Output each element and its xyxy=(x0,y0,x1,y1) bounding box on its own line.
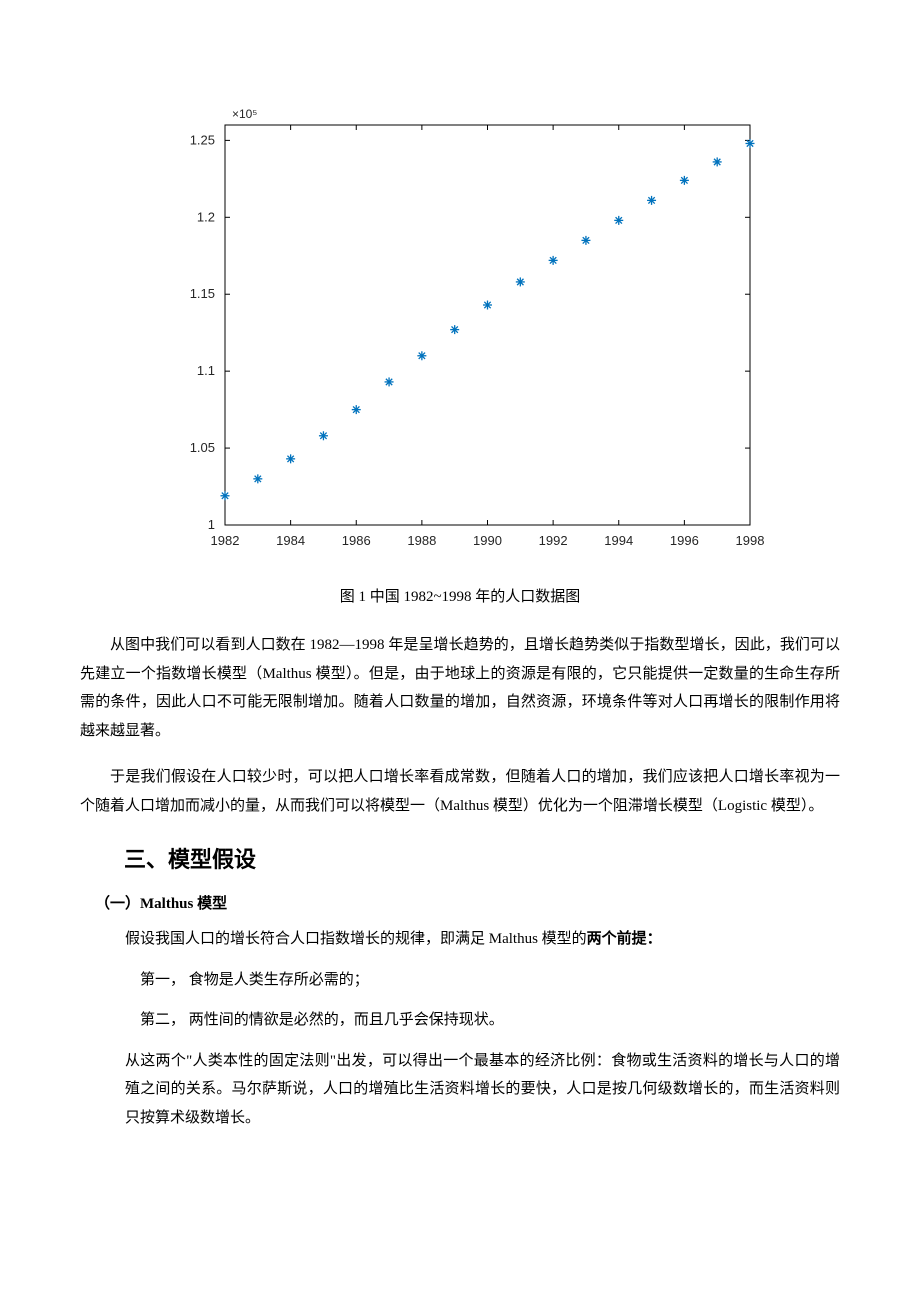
paragraph-3: 从这两个"人类本性的固定法则"出发，可以得出一个最基本的经济比例：食物或生活资料… xyxy=(80,1047,840,1133)
svg-text:1.2: 1.2 xyxy=(197,209,215,224)
svg-text:1988: 1988 xyxy=(407,533,436,548)
svg-text:1982: 1982 xyxy=(211,533,240,548)
svg-text:1: 1 xyxy=(208,517,215,532)
list-item-2: 第二， 两性间的情欲是必然的，而且几乎会保持现状。 xyxy=(80,1006,840,1035)
svg-text:1.25: 1.25 xyxy=(190,132,215,147)
exponent-label: ×10⁵ xyxy=(232,107,257,121)
svg-text:1.1: 1.1 xyxy=(197,363,215,378)
chart-plot-area xyxy=(225,125,750,525)
svg-text:1996: 1996 xyxy=(670,533,699,548)
paragraph-2: 于是我们假设在人口较少时，可以把人口增长率看成常数，但随着人口的增加，我们应该把… xyxy=(80,763,840,820)
subsection-1-title: （一）Malthus 模型 xyxy=(80,892,840,913)
svg-text:1984: 1984 xyxy=(276,533,305,548)
svg-text:1992: 1992 xyxy=(539,533,568,548)
svg-text:1.05: 1.05 xyxy=(190,440,215,455)
chart-svg: ×10⁵ 1 1.05 1.1 1.15 1.2 1.25 1982 1984 1986 198… xyxy=(140,100,780,570)
svg-text:1990: 1990 xyxy=(473,533,502,548)
list-item-1-prefix: 第一， xyxy=(140,972,185,988)
svg-text:1998: 1998 xyxy=(736,533,765,548)
population-chart: ×10⁵ 1 1.05 1.1 1.15 1.2 1.25 1982 1984 1986 198… xyxy=(140,100,780,570)
sub1-para-prefix: 假设我国人口的增长符合人口指数增长的规律，即满足 Malthus 模型的 xyxy=(125,931,587,947)
list-item-2-prefix: 第二， xyxy=(140,1012,185,1028)
svg-text:1.15: 1.15 xyxy=(190,286,215,301)
sub1-para-bold: 两个前提： xyxy=(587,931,662,947)
figure-caption: 图 1 中国 1982~1998 年的人口数据图 xyxy=(80,585,840,606)
svg-text:1986: 1986 xyxy=(342,533,371,548)
list-item-2-text: 两性间的情欲是必然的，而且几乎会保持现状。 xyxy=(185,1012,504,1028)
list-item-1-text: 食物是人类生存所必需的； xyxy=(185,972,369,988)
paragraph-1: 从图中我们可以看到人口数在 1982—1998 年是呈增长趋势的，且增长趋势类似… xyxy=(80,631,840,745)
list-item-1: 第一， 食物是人类生存所必需的； xyxy=(80,966,840,995)
section-heading: 三、模型假设 xyxy=(80,842,840,874)
svg-text:1994: 1994 xyxy=(604,533,633,548)
subsection-1-para: 假设我国人口的增长符合人口指数增长的规律，即满足 Malthus 模型的两个前提… xyxy=(80,925,840,954)
